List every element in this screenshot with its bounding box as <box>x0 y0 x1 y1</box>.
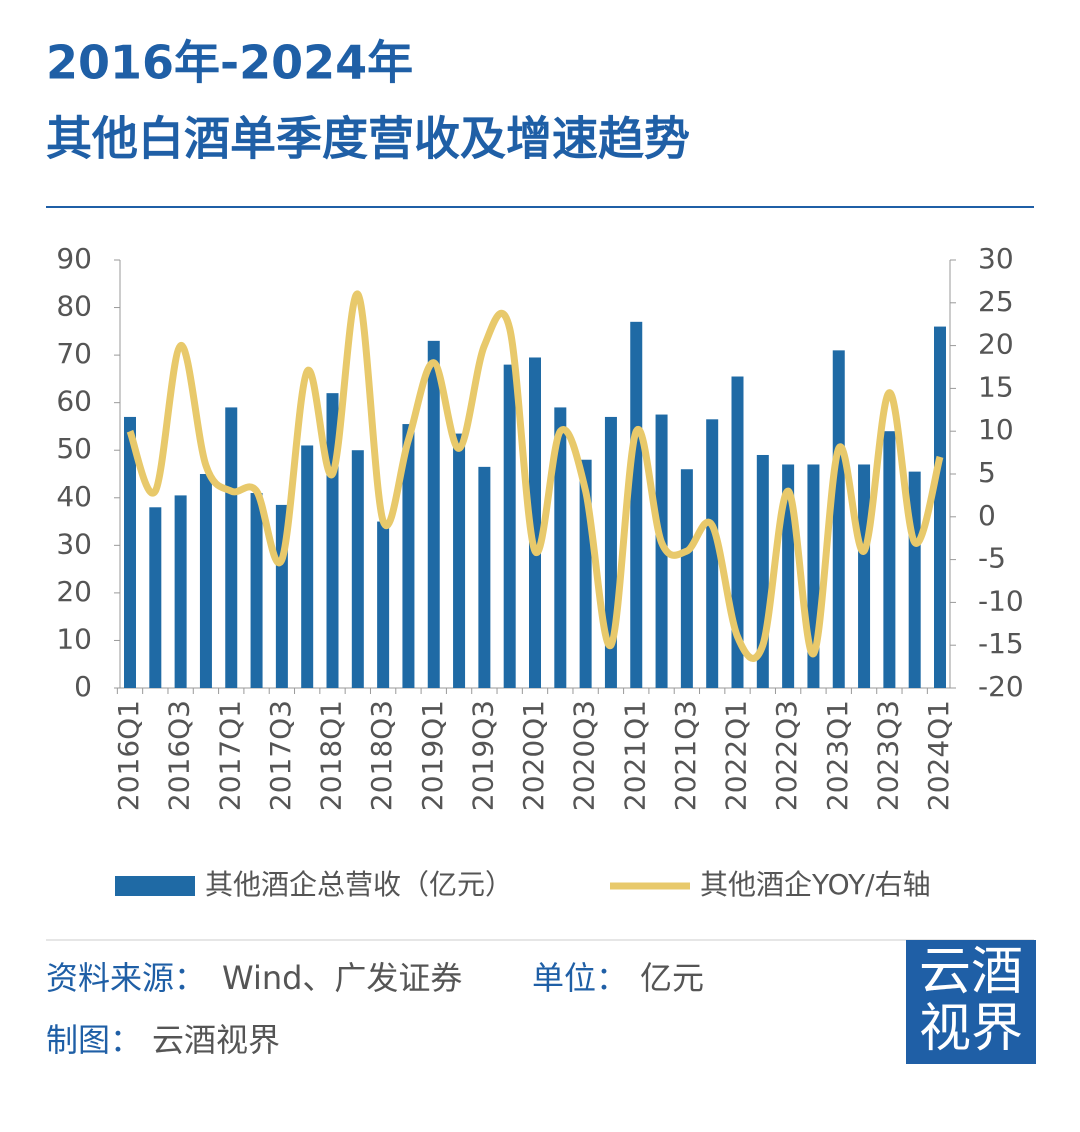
x-tick-label: 2020Q1 <box>517 700 550 811</box>
y2-tick-label: 25 <box>978 285 1014 318</box>
source: Wind、广发证券 <box>222 959 462 997</box>
y-tick-label: 20 <box>56 575 92 608</box>
bar <box>832 350 845 688</box>
bar <box>782 464 795 688</box>
source-label: 资料来源： <box>46 959 206 997</box>
bar <box>478 466 491 688</box>
y2-tick-label: -15 <box>978 627 1024 660</box>
x-tick-label: 2016Q1 <box>112 700 145 811</box>
bar <box>174 495 187 688</box>
x-tick-label: 2023Q1 <box>821 700 854 811</box>
bar <box>934 326 946 688</box>
y2-tick-label: 20 <box>978 328 1014 361</box>
y-tick-label: 30 <box>56 527 92 560</box>
bar <box>706 419 719 688</box>
y2-tick-label: -5 <box>978 542 1006 575</box>
x-tick-label: 2021Q3 <box>669 700 702 811</box>
legend-label: 其他酒企总营收（亿元） <box>205 868 513 901</box>
bar <box>680 469 693 688</box>
y2-tick-label: 0 <box>978 499 996 532</box>
bar <box>301 445 314 688</box>
bar <box>858 464 871 688</box>
bar <box>883 431 896 688</box>
x-tick-label: 2017Q1 <box>213 700 246 811</box>
title: 2016年-2024年 <box>46 36 413 90</box>
bar <box>149 507 162 688</box>
logo-text: 视界 <box>919 999 1023 1059</box>
bar <box>529 357 541 688</box>
x-tick-label: 2023Q3 <box>871 700 904 811</box>
bar <box>225 407 238 688</box>
x-tick-label: 2019Q1 <box>416 700 449 811</box>
x-tick-label: 2018Q3 <box>365 700 398 811</box>
maker-label: 制图： <box>46 1021 142 1059</box>
x-tick-label: 2022Q1 <box>720 700 753 811</box>
x-tick-label: 2017Q3 <box>264 700 297 811</box>
bar <box>377 521 390 688</box>
x-tick-label: 2018Q1 <box>315 700 348 811</box>
y-tick-label: 40 <box>56 480 92 513</box>
x-tick-label: 2024Q1 <box>922 700 955 811</box>
x-tick-label: 2020Q3 <box>568 700 601 811</box>
bar <box>655 414 668 688</box>
bar <box>124 416 136 688</box>
line <box>126 290 944 662</box>
y2-tick-label: -20 <box>978 670 1024 703</box>
y-tick-label: 50 <box>56 432 92 465</box>
x-tick-label: 2016Q3 <box>163 700 196 811</box>
bar <box>731 376 744 688</box>
y-tick-label: 0 <box>74 670 92 703</box>
bar <box>351 450 364 688</box>
y2-tick-label: 10 <box>978 413 1014 446</box>
maker: 云酒视界 <box>152 1021 280 1059</box>
bar <box>503 364 516 688</box>
bar <box>427 340 440 688</box>
bar <box>453 433 466 688</box>
bar <box>630 321 643 688</box>
unit-label: 单位： <box>532 959 628 997</box>
y2-tick-label: 30 <box>978 242 1014 275</box>
logo <box>906 940 1036 1064</box>
y2-tick-label: -10 <box>978 584 1024 617</box>
y-tick-label: 90 <box>56 242 92 275</box>
x-tick-label: 2021Q1 <box>618 700 651 811</box>
y-tick-label: 60 <box>56 385 92 418</box>
x-tick-label: 2022Q3 <box>770 700 803 811</box>
y2-tick-label: 15 <box>978 370 1014 403</box>
y-tick-label: 10 <box>56 622 92 655</box>
logo-text: 云酒 <box>919 942 1023 1002</box>
y2-tick-label: 5 <box>978 456 996 489</box>
bar <box>250 493 263 688</box>
legend-label: 其他酒企YOY/右轴 <box>700 868 931 901</box>
title: 其他白酒单季度营收及增速趋势 <box>46 112 690 166</box>
y-tick-label: 70 <box>56 337 92 370</box>
bar <box>199 474 212 688</box>
bar <box>402 424 415 688</box>
bar <box>554 407 567 688</box>
legend-swatch <box>115 876 195 896</box>
y-tick-label: 80 <box>56 290 92 323</box>
unit: 亿元 <box>640 959 704 997</box>
x-tick-label: 2019Q3 <box>466 700 499 811</box>
